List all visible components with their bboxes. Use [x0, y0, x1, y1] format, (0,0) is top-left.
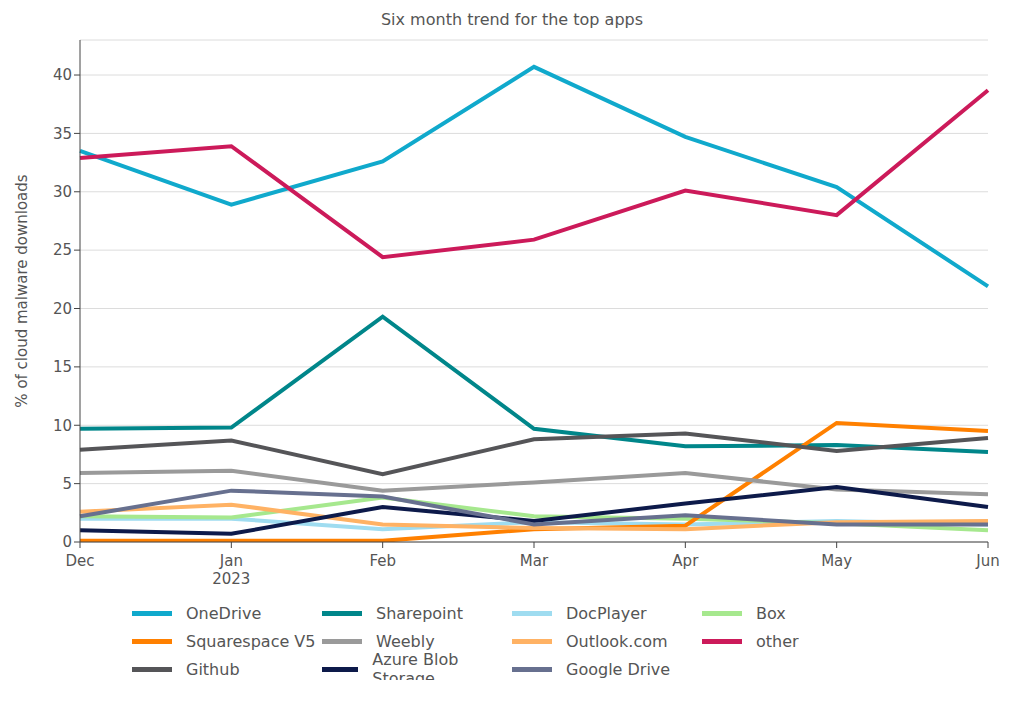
html-text:Github: Github: [186, 659, 240, 679]
svg-text:10: 10: [53, 417, 72, 435]
svg-text:0: 0: [62, 533, 72, 551]
svg-text:May: May: [821, 552, 852, 570]
svg-text:Apr: Apr: [672, 552, 699, 570]
html-text:DocPlayer: DocPlayer: [566, 603, 647, 623]
html-text:Six month trend for the top ap: Six month trend for the top apps: [381, 10, 643, 29]
svg-text:20: 20: [53, 300, 72, 318]
html-text:Sharepoint: Sharepoint: [376, 603, 463, 623]
svg-text:35: 35: [53, 125, 72, 143]
svg-text:25: 25: [53, 241, 72, 259]
svg-text:40: 40: [53, 66, 72, 84]
svg-text:Mar: Mar: [520, 552, 549, 570]
svg-text:% of cloud malware downloads: % of cloud malware downloads: [13, 174, 31, 407]
html-text:Google Drive: Google Drive: [566, 659, 671, 679]
svg-text:Jan2023: Jan2023: [212, 552, 250, 588]
html-text:Azure Blob Storage: Azure Blob Storage: [372, 650, 459, 688]
html-text:Weebly: Weebly: [376, 631, 435, 651]
svg-text:Feb: Feb: [369, 552, 396, 570]
svg-text:15: 15: [53, 358, 72, 376]
html-text:Outlook.com: Outlook.com: [566, 631, 668, 651]
svg-text:Dec: Dec: [65, 552, 94, 570]
html-text:Squarespace V5: Squarespace V5: [186, 631, 316, 651]
svg-text:5: 5: [62, 475, 72, 493]
svg-text:Jun: Jun: [975, 552, 999, 570]
html-text:other: other: [756, 631, 799, 651]
html-text:Box: Box: [756, 603, 786, 623]
svg-text:30: 30: [53, 183, 72, 201]
html-text:OneDrive: OneDrive: [186, 603, 262, 623]
